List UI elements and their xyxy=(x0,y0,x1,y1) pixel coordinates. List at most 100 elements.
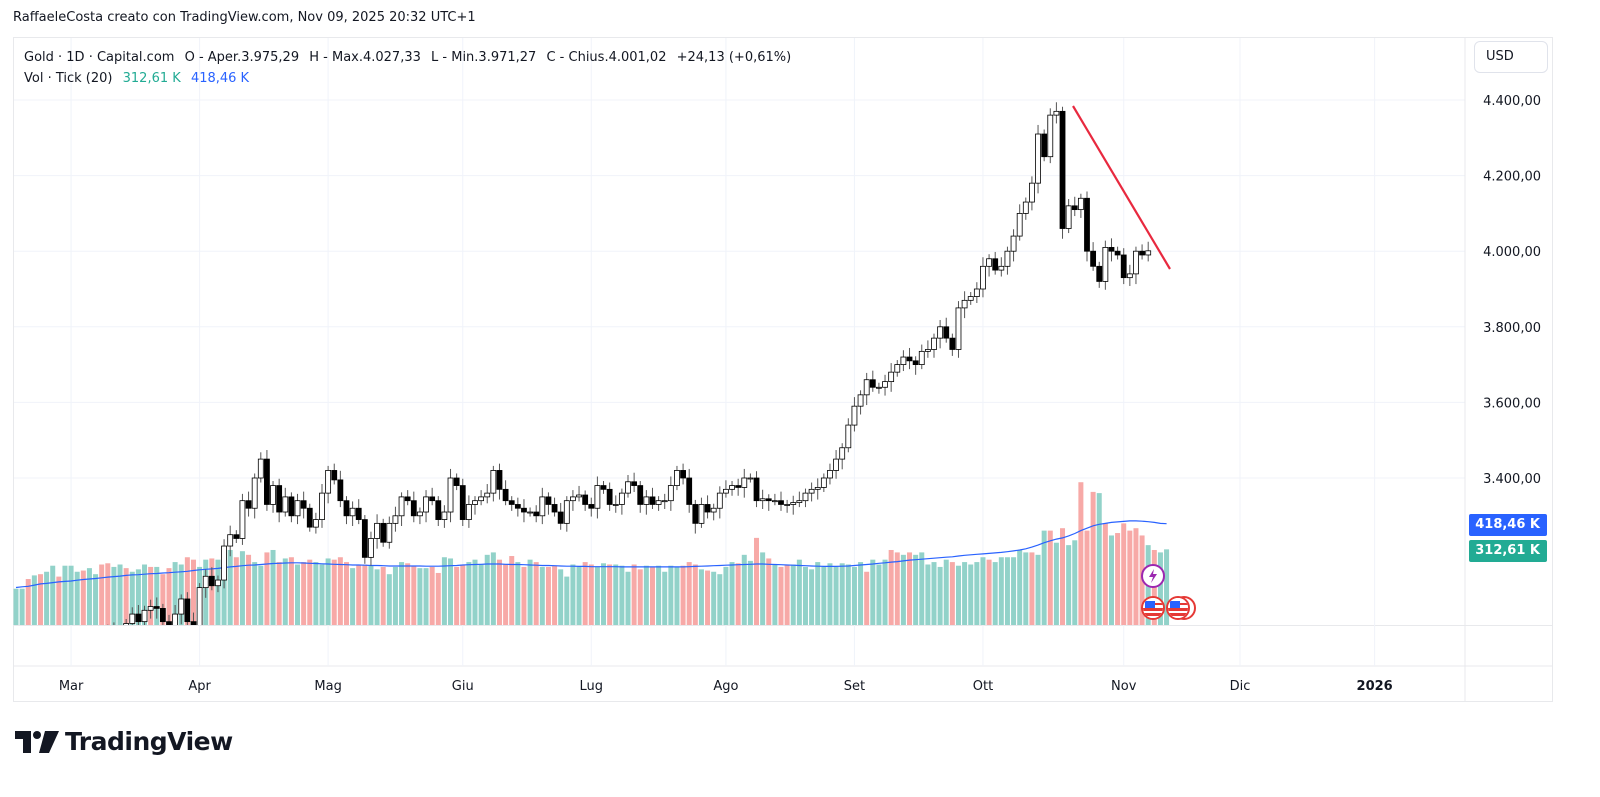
volume-bar xyxy=(998,557,1004,625)
candle xyxy=(698,497,705,528)
volume-bar xyxy=(613,564,619,625)
candle xyxy=(796,491,803,508)
candle xyxy=(906,347,913,370)
candle xyxy=(1016,204,1023,241)
candle xyxy=(257,452,264,483)
legend-volume-row: Vol · Tick (20) 312,61 K 418,46 K xyxy=(24,68,797,89)
volume-bar xyxy=(1053,542,1059,625)
volume-bar xyxy=(766,558,772,625)
volume-bar xyxy=(796,559,802,625)
candle-body-down xyxy=(135,613,142,623)
volume-bar xyxy=(1102,523,1108,625)
candle xyxy=(527,507,533,517)
volume-bar xyxy=(386,574,392,625)
volume-bar xyxy=(1060,528,1066,625)
candle xyxy=(961,291,968,319)
volume-bar xyxy=(142,564,148,625)
currency-button[interactable]: USD xyxy=(1474,41,1548,73)
price-tick-label: 3.400,00 xyxy=(1483,472,1541,487)
candle xyxy=(178,594,185,625)
candle-body-down xyxy=(508,500,515,505)
volume-bar xyxy=(490,552,496,625)
volume-bar xyxy=(221,552,227,625)
volume-bar xyxy=(864,571,870,625)
volume-bar xyxy=(496,559,502,625)
volume-bar xyxy=(1078,482,1084,625)
volume-bar xyxy=(882,559,888,625)
us-flag-icon[interactable] xyxy=(1166,596,1190,620)
volume-bar xyxy=(735,563,741,625)
volume-bar xyxy=(301,562,307,625)
candle-body-down xyxy=(264,458,270,505)
tradingview-logo[interactable]: TradingView xyxy=(15,727,233,756)
candle-body-up xyxy=(38,648,43,652)
candle-body-up xyxy=(312,519,319,528)
volume-bar xyxy=(50,565,56,625)
volume-bar xyxy=(870,559,876,625)
volume-bar xyxy=(264,552,270,625)
legend-vol-label[interactable]: Vol · Tick (20) xyxy=(24,71,113,86)
candle-body-down xyxy=(735,485,742,488)
volume-bar xyxy=(931,562,937,625)
candle xyxy=(135,605,142,625)
volume-bar xyxy=(545,566,551,625)
volume-bar xyxy=(692,564,698,625)
volume-bar xyxy=(99,564,105,625)
candle-body-down xyxy=(582,494,589,505)
candle xyxy=(827,463,833,485)
candle-body-down xyxy=(1084,197,1090,252)
candle xyxy=(539,487,546,525)
candle-body-down xyxy=(631,481,638,486)
candle xyxy=(202,569,209,598)
candle xyxy=(44,639,49,662)
candle xyxy=(325,465,332,504)
candle xyxy=(1133,246,1139,285)
candle-body-down xyxy=(533,511,540,517)
candle-body-down xyxy=(459,485,466,520)
candle xyxy=(1090,242,1097,271)
candle xyxy=(459,478,466,527)
candle-body-up xyxy=(1047,114,1054,158)
candle-body-down xyxy=(233,534,240,539)
candle-body-down xyxy=(765,498,772,502)
candle-body-up xyxy=(961,299,968,309)
candle xyxy=(1071,196,1078,217)
time-tick-label: Mag xyxy=(314,679,341,694)
volume-bar xyxy=(845,564,851,625)
candle xyxy=(20,647,25,666)
us-flag-icon[interactable] xyxy=(1141,596,1165,620)
legend-symbol[interactable]: Gold · 1D · Capital.com xyxy=(24,50,175,65)
candle-body-down xyxy=(588,504,595,509)
candle xyxy=(1096,261,1103,288)
volume-bar xyxy=(93,574,99,625)
candle xyxy=(863,372,870,406)
volume-bar xyxy=(233,557,239,625)
candle xyxy=(618,488,625,515)
candle xyxy=(937,319,944,349)
candle-body-up xyxy=(667,485,674,502)
volume-bar xyxy=(851,566,857,625)
candle xyxy=(514,497,521,517)
candle xyxy=(943,317,950,343)
candle xyxy=(600,481,607,494)
candle-body-down xyxy=(943,326,950,339)
candle-body-up xyxy=(698,504,705,524)
candle xyxy=(1047,108,1054,164)
volume-bar xyxy=(374,569,380,625)
candle-body-up xyxy=(478,496,485,502)
candle xyxy=(1077,193,1084,218)
candle-body-up xyxy=(441,511,448,520)
volume-bar xyxy=(582,562,588,625)
candle xyxy=(93,638,98,655)
candle-body-up xyxy=(851,405,858,426)
candle-body-up xyxy=(172,613,179,625)
candle-body-up xyxy=(294,500,301,517)
volume-bar xyxy=(399,562,405,625)
lightning-icon[interactable] xyxy=(1141,564,1165,588)
candle xyxy=(686,468,693,513)
volume-bar xyxy=(215,559,221,625)
candle xyxy=(288,492,295,523)
candle xyxy=(270,481,276,513)
volume-bar xyxy=(246,554,252,625)
